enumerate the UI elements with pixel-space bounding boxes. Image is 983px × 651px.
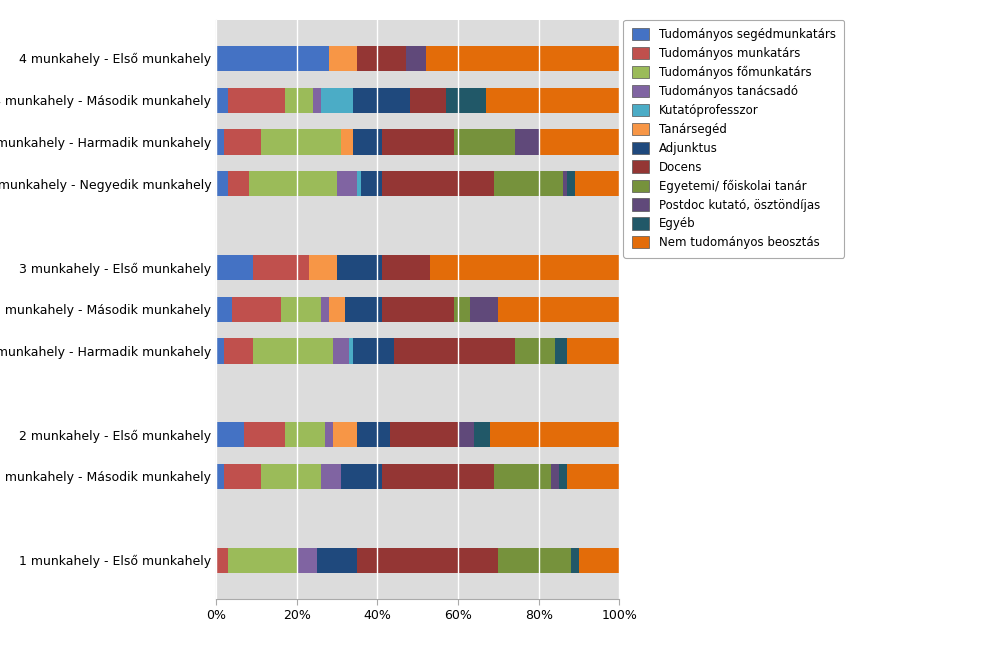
Bar — [470, 297, 498, 322]
Bar — [309, 255, 337, 280]
Bar — [329, 297, 345, 322]
Bar — [216, 339, 224, 363]
Bar — [228, 171, 249, 197]
Bar — [333, 339, 349, 363]
Bar — [353, 88, 410, 113]
Bar — [494, 464, 550, 489]
Bar — [389, 422, 458, 447]
Bar — [406, 46, 426, 71]
Legend: Tudományos segédmunkatárs, Tudományos munkatárs, Tudományos főmunkatárs, Tudomán: Tudományos segédmunkatárs, Tudományos mu… — [623, 20, 844, 258]
Bar — [430, 255, 619, 280]
Bar — [567, 464, 619, 489]
Bar — [337, 255, 381, 280]
Bar — [426, 46, 619, 71]
Bar — [281, 297, 321, 322]
Bar — [232, 297, 281, 322]
Bar — [345, 297, 381, 322]
Bar — [216, 422, 245, 447]
Bar — [454, 130, 514, 154]
Bar — [321, 88, 353, 113]
Bar — [563, 171, 567, 197]
Bar — [321, 464, 341, 489]
Bar — [554, 339, 567, 363]
Bar — [362, 171, 381, 197]
Bar — [224, 130, 260, 154]
Bar — [487, 88, 619, 113]
Bar — [341, 130, 353, 154]
Bar — [313, 88, 321, 113]
Bar — [341, 464, 381, 489]
Bar — [317, 547, 358, 573]
Bar — [297, 547, 317, 573]
Bar — [550, 464, 558, 489]
Bar — [474, 422, 491, 447]
Bar — [249, 171, 337, 197]
Bar — [216, 297, 232, 322]
Bar — [216, 130, 224, 154]
Bar — [558, 464, 567, 489]
Bar — [494, 171, 563, 197]
Bar — [381, 171, 494, 197]
Bar — [393, 339, 514, 363]
Bar — [567, 171, 575, 197]
Bar — [325, 422, 333, 447]
Bar — [333, 422, 358, 447]
Bar — [498, 547, 571, 573]
Bar — [216, 88, 228, 113]
Bar — [575, 171, 619, 197]
Bar — [381, 297, 454, 322]
Bar — [458, 422, 474, 447]
Bar — [260, 130, 341, 154]
Bar — [321, 297, 329, 322]
Bar — [216, 171, 228, 197]
Bar — [285, 88, 313, 113]
Bar — [446, 88, 487, 113]
Bar — [216, 547, 228, 573]
Bar — [358, 547, 498, 573]
Bar — [329, 46, 358, 71]
Bar — [228, 547, 297, 573]
Bar — [571, 547, 579, 573]
Bar — [216, 255, 253, 280]
Bar — [539, 130, 619, 154]
Bar — [579, 547, 619, 573]
Bar — [349, 339, 353, 363]
Bar — [410, 88, 446, 113]
Bar — [337, 171, 358, 197]
Bar — [491, 422, 619, 447]
Bar — [567, 339, 619, 363]
Bar — [228, 88, 285, 113]
Bar — [224, 464, 260, 489]
Bar — [216, 464, 224, 489]
Bar — [358, 46, 406, 71]
Bar — [514, 130, 539, 154]
Bar — [358, 422, 389, 447]
Bar — [253, 255, 309, 280]
Bar — [216, 46, 329, 71]
Bar — [498, 297, 619, 322]
Bar — [285, 422, 325, 447]
Bar — [381, 464, 494, 489]
Bar — [353, 130, 381, 154]
Bar — [245, 422, 285, 447]
Bar — [514, 339, 554, 363]
Bar — [353, 339, 393, 363]
Bar — [381, 130, 454, 154]
Bar — [260, 464, 321, 489]
Bar — [253, 339, 333, 363]
Bar — [224, 339, 253, 363]
Bar — [358, 171, 362, 197]
Bar — [381, 255, 430, 280]
Bar — [454, 297, 470, 322]
